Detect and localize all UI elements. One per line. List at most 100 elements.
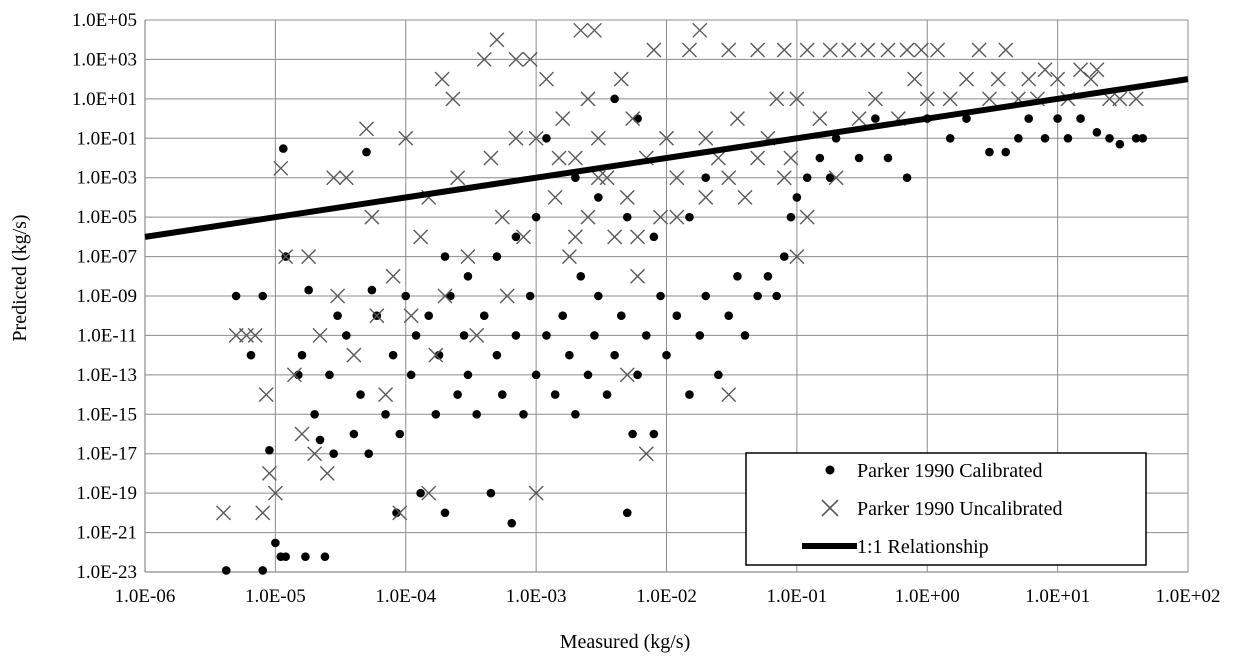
uncalibrated-points <box>215 22 1144 521</box>
calibrated-point <box>434 350 444 360</box>
y-axis-title: Predicted (kg/s) <box>9 214 31 341</box>
calibrated-point <box>492 350 502 360</box>
uncalibrated-point <box>919 91 935 107</box>
calibrated-point <box>714 370 723 380</box>
legend-calibrated-label: Parker 1990 Calibrated <box>857 460 1043 482</box>
calibrated-point <box>871 114 880 123</box>
x-tick-labels: 1.0E-06 1.0E-05 1.0E-04 1.0E-03 1.0E-02 1.0E-… <box>115 586 1221 607</box>
uncalibrated-point <box>669 170 685 186</box>
calibrated-point <box>511 232 521 242</box>
x-tick-label: 1.0E-04 <box>375 586 436 607</box>
calibrated-point <box>550 390 560 399</box>
calibrated-point <box>590 331 599 340</box>
calibrated-point <box>701 291 711 301</box>
uncalibrated-point <box>428 347 444 363</box>
calibrated-point <box>740 331 750 340</box>
uncalibrated-point <box>460 249 476 265</box>
uncalibrated-point <box>630 268 646 284</box>
calibrated-point <box>304 285 313 295</box>
uncalibrated-point <box>378 387 394 403</box>
calibrated-point <box>281 552 290 561</box>
uncalibrated-point <box>499 288 515 304</box>
calibrated-point <box>571 173 580 183</box>
uncalibrated-point <box>413 229 429 245</box>
uncalibrated-point <box>450 170 466 186</box>
uncalibrated-point <box>398 130 414 146</box>
one-to-one-line-group <box>144 76 1189 240</box>
calibrated-point <box>622 508 632 518</box>
uncalibrated-point <box>659 130 674 146</box>
legend-line-label: 1:1 Relationship <box>857 536 989 558</box>
uncalibrated-point <box>613 71 629 87</box>
uncalibrated-point <box>392 505 408 521</box>
uncalibrated-point <box>508 51 524 67</box>
calibrated-point <box>633 370 642 380</box>
calibrated-point <box>1040 133 1050 143</box>
uncalibrated-point <box>528 130 544 146</box>
uncalibrated-point <box>278 249 294 265</box>
uncalibrated-point <box>364 209 380 225</box>
y-tick-label: 1.0E-09 <box>76 286 137 307</box>
uncalibrated-point <box>653 209 669 225</box>
uncalibrated-point <box>789 91 805 107</box>
calibrated-point <box>497 390 507 399</box>
uncalibrated-point <box>907 71 923 87</box>
calibrated-point <box>542 331 551 340</box>
calibrated-point <box>342 331 351 340</box>
uncalibrated-point <box>812 111 828 127</box>
uncalibrated-point <box>851 111 867 127</box>
y-tick-label: 1.0E-03 <box>76 168 137 189</box>
uncalibrated-point <box>528 485 544 501</box>
calibrated-point <box>962 114 971 123</box>
uncalibrated-point <box>646 42 662 58</box>
uncalibrated-point <box>971 42 987 58</box>
uncalibrated-point <box>522 51 538 67</box>
uncalibrated-point <box>437 288 453 304</box>
uncalibrated-point <box>385 268 401 284</box>
calibrated-point <box>1138 133 1148 143</box>
uncalibrated-point <box>822 42 838 58</box>
uncalibrated-point <box>403 308 419 324</box>
calibrated-point <box>329 449 338 459</box>
uncalibrated-point <box>561 249 577 265</box>
calibrated-point <box>416 488 425 498</box>
calibrated-point <box>459 331 469 340</box>
calibrated-point <box>310 409 319 419</box>
uncalibrated-point <box>769 91 785 107</box>
calibrated-point <box>246 350 256 360</box>
uncalibrated-point <box>619 367 635 383</box>
uncalibrated-point <box>776 170 792 186</box>
uncalibrated-point <box>255 505 271 521</box>
calibrated-point <box>802 173 812 183</box>
uncalibrated-point <box>729 111 745 127</box>
y-tick-label: 1.0E-15 <box>76 404 137 425</box>
uncalibrated-point <box>267 485 283 501</box>
uncalibrated-point <box>301 249 317 265</box>
calibrated-point <box>1063 133 1073 143</box>
calibrated-point <box>656 291 665 301</box>
calibrated-point <box>883 153 893 163</box>
calibrated-point <box>642 331 651 340</box>
uncalibrated-point <box>799 209 815 225</box>
calibrated-point <box>333 311 342 321</box>
calibrated-point <box>583 370 593 380</box>
uncalibrated-point <box>573 22 589 38</box>
uncalibrated-point <box>483 150 499 166</box>
uncalibrated-point <box>319 465 335 481</box>
uncalibrated-point <box>434 71 450 87</box>
calibrated-point <box>258 566 268 575</box>
uncalibrated-point <box>1037 62 1053 78</box>
y-tick-label: 1.0E+03 <box>72 49 137 70</box>
legend: Parker 1990 Calibrated Parker 1990 Uncal… <box>745 452 1147 566</box>
calibrated-point <box>297 350 307 360</box>
calibrated-point <box>1076 114 1085 123</box>
calibrated-point <box>381 409 390 419</box>
uncalibrated-point <box>538 71 554 87</box>
uncalibrated-point <box>369 308 385 324</box>
calibrated-point <box>463 271 473 281</box>
x-tick-label: 1.0E-05 <box>245 586 306 607</box>
calibrated-point <box>463 370 473 380</box>
uncalibrated-point <box>783 150 799 166</box>
uncalibrated-point <box>698 189 714 205</box>
